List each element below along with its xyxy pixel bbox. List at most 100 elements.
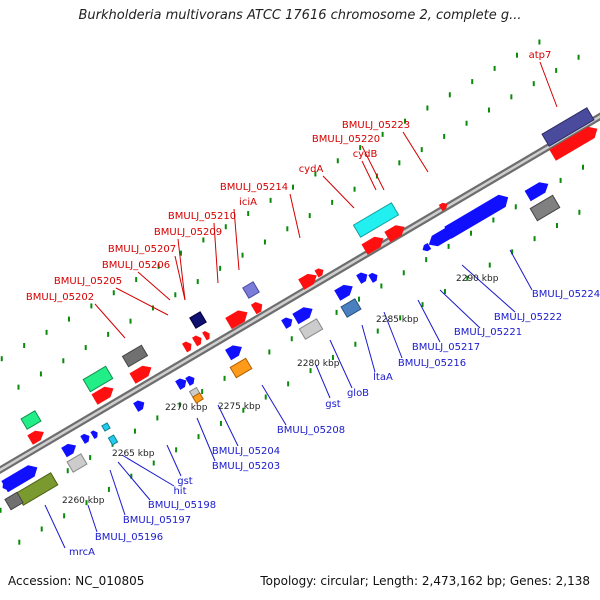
gene-arrow bbox=[192, 335, 202, 347]
leader-line bbox=[233, 208, 240, 271]
gene-arrow bbox=[202, 330, 210, 341]
gene-atp7 bbox=[541, 107, 595, 147]
top-gene-label: BMULJ_05202 bbox=[26, 292, 94, 303]
bottom-gene-label: BMULJ_05198 bbox=[148, 500, 216, 511]
leader-line bbox=[115, 287, 169, 316]
leader-line bbox=[121, 454, 175, 487]
leader-line bbox=[166, 444, 182, 477]
bottom-gene-label: BMULJ_05222 bbox=[494, 312, 562, 323]
gene-arrow bbox=[182, 341, 192, 353]
gene-box-lightgrey bbox=[66, 453, 88, 473]
leader-line bbox=[174, 255, 186, 301]
gene-arrow bbox=[80, 433, 90, 444]
gene-arrow bbox=[334, 284, 353, 301]
bottom-gene-label: mrcA bbox=[69, 547, 95, 558]
leader-line bbox=[461, 264, 516, 313]
leader-line bbox=[402, 131, 429, 173]
gene-box-grey bbox=[529, 194, 561, 222]
top-gene-label: BMULJ_05207 bbox=[108, 244, 176, 255]
ruler-label: 2280 kbp bbox=[297, 359, 340, 369]
gene-arrow bbox=[225, 310, 248, 330]
bottom-gene-label: hit bbox=[173, 486, 186, 497]
leader-line bbox=[361, 160, 377, 191]
leader-line bbox=[94, 303, 126, 339]
bottom-gene-label: BMULJ_05208 bbox=[277, 425, 345, 436]
gene-arrow bbox=[90, 430, 98, 439]
gene-arrow bbox=[2, 479, 12, 491]
leader-line bbox=[109, 469, 126, 516]
gene-box-orange bbox=[192, 392, 204, 404]
gene-features bbox=[1, 107, 598, 511]
top-gene-label: BMULJ_05223 bbox=[342, 120, 410, 131]
accession-text: Accession: NC_010805 bbox=[8, 574, 145, 588]
bottom-gene-label: BMULJ_05224 bbox=[532, 289, 600, 300]
leader-line bbox=[539, 61, 558, 108]
bottom-gene-label: BMULJ_05216 bbox=[398, 358, 466, 369]
ruler-label: 2260 kbp bbox=[62, 496, 105, 506]
gene-box-grey bbox=[4, 491, 24, 511]
leader-line bbox=[196, 417, 216, 462]
ruler-label: 2270 kbp bbox=[165, 403, 208, 413]
leader-line bbox=[213, 222, 219, 284]
tick-dots bbox=[0, 39, 584, 545]
top-gene-label: BMULJ_05205 bbox=[54, 276, 122, 287]
gene-box-green bbox=[20, 410, 42, 430]
leader-line bbox=[117, 461, 151, 501]
gene-arrow bbox=[361, 236, 384, 255]
top-gene-label: BMULJ_05210 bbox=[168, 211, 236, 222]
leader-line bbox=[417, 299, 441, 343]
bottom-gene-label: BMULJ_05221 bbox=[454, 327, 522, 338]
gene-box-lightgrey bbox=[298, 318, 324, 340]
gene-box-navy bbox=[189, 311, 207, 329]
top-gene-label: BMULJ_05214 bbox=[220, 182, 288, 193]
leader-line bbox=[383, 311, 403, 359]
gene-box-cyan bbox=[107, 434, 119, 446]
bottom-gene-label: BMULJ_05196 bbox=[95, 532, 163, 543]
top-gene-label: cydA bbox=[299, 164, 324, 175]
gene-arrow bbox=[356, 272, 368, 284]
gene-arrow bbox=[524, 182, 549, 202]
leader-line bbox=[315, 364, 331, 399]
gene-arrow bbox=[549, 126, 598, 161]
ruler-label: 2275 kbp bbox=[218, 402, 261, 412]
leader-line bbox=[44, 504, 66, 549]
top-gene-label: BMULJ_05220 bbox=[312, 134, 380, 145]
gene-box-grey bbox=[121, 344, 149, 368]
bottom-gene-label: BMULJ_05203 bbox=[212, 461, 280, 472]
gene-arrow bbox=[384, 225, 405, 243]
gene-box-violet bbox=[242, 281, 260, 299]
leader-line bbox=[361, 324, 376, 373]
gene-arrow bbox=[129, 365, 152, 384]
bottom-gene-label: gst bbox=[177, 476, 193, 487]
gene-box-green bbox=[82, 365, 114, 393]
leader-line bbox=[329, 339, 353, 389]
gene-arrow bbox=[281, 317, 293, 329]
gene-arrow bbox=[225, 345, 242, 361]
top-gene-label: BMULJ_05206 bbox=[102, 260, 170, 271]
gene-arrow bbox=[133, 400, 145, 412]
genome-summary-text: Topology: circular; Length: 2,473,162 bp… bbox=[260, 574, 590, 588]
gene-arrow bbox=[444, 194, 509, 239]
gene-arrow bbox=[422, 242, 432, 252]
gene-arrow bbox=[91, 386, 114, 405]
chromosome-backbone bbox=[0, 112, 600, 475]
gene-box-cyan bbox=[352, 202, 400, 238]
top-gene-label: iciA bbox=[239, 197, 257, 208]
top-gene-label: atp7 bbox=[529, 50, 552, 61]
gene-arrow bbox=[185, 375, 195, 386]
gene-box-orange bbox=[229, 357, 253, 379]
bottom-gene-label: BMULJ_05217 bbox=[412, 342, 480, 353]
bottom-gene-label: BMULJ_05204 bbox=[212, 446, 280, 457]
gene-arrow bbox=[175, 378, 187, 390]
leader-line bbox=[87, 504, 98, 533]
leader-line bbox=[509, 249, 533, 291]
backbone-highlight bbox=[0, 115, 600, 472]
top-gene-label: cydB bbox=[353, 149, 378, 160]
gene-arrow bbox=[314, 268, 324, 278]
gene-arrow bbox=[292, 307, 313, 325]
ruler-label: 2285 kbp bbox=[376, 315, 419, 325]
ruler-label: 2265 kbp bbox=[112, 449, 155, 459]
top-gene-label: BMULJ_05209 bbox=[154, 227, 222, 238]
gene-arrow bbox=[438, 202, 448, 212]
ruler-label: 2290 kbp bbox=[456, 274, 499, 284]
